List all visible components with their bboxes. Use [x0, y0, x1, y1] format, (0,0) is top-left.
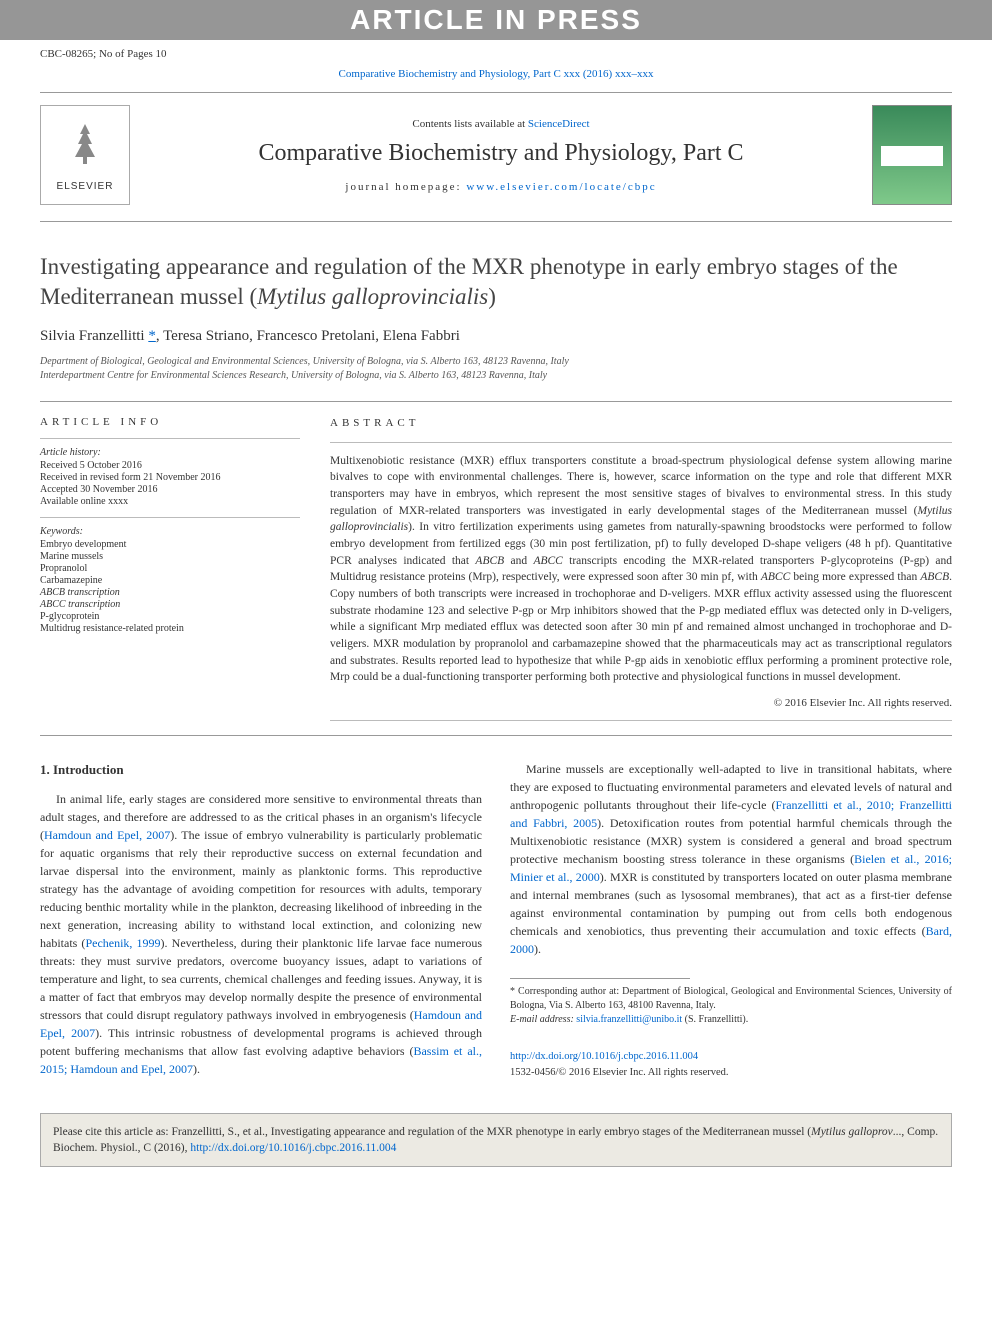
doi-link[interactable]: http://dx.doi.org/10.1016/j.cbpc.2016.11… — [510, 1051, 698, 1062]
abstract-copyright: © 2016 Elsevier Inc. All rights reserved… — [330, 696, 952, 712]
keyword: Multidrug resistance-related protein — [40, 623, 300, 634]
info-abstract-row: ARTICLE INFO Article history: Received 5… — [40, 401, 952, 721]
history-line: Received 5 October 2016 — [40, 460, 300, 471]
doi-block: http://dx.doi.org/10.1016/j.cbpc.2016.11… — [510, 1049, 952, 1081]
divider — [330, 720, 952, 721]
article-info-label: ARTICLE INFO — [40, 416, 300, 428]
divider — [40, 517, 300, 518]
article-body: Investigating appearance and regulation … — [0, 228, 992, 1099]
divider — [330, 442, 952, 443]
author: Silvia Franzellitti * — [40, 328, 156, 344]
citation-link[interactable]: Hamdoun and Epel, 2007 — [44, 828, 170, 842]
history-line: Available online xxxx — [40, 496, 300, 507]
journal-ref-link[interactable]: Comparative Biochemistry and Physiology,… — [339, 68, 654, 80]
citation-box: Please cite this article as: Franzellitt… — [40, 1113, 952, 1167]
article-in-press-banner: ARTICLE IN PRESS — [0, 0, 992, 40]
footnote-separator — [510, 978, 690, 979]
journal-cover-thumbnail — [872, 105, 952, 205]
contents-prefix: Contents lists available at — [412, 118, 527, 130]
abstract-column: ABSTRACT Multixenobiotic resistance (MXR… — [330, 416, 952, 721]
author: Elena Fabbri — [383, 328, 460, 344]
article-title: Investigating appearance and regulation … — [40, 252, 952, 312]
keyword: P-glycoprotein — [40, 611, 300, 622]
section-heading-introduction: 1. Introduction — [40, 760, 482, 780]
journal-center-block: Contents lists available at ScienceDirec… — [144, 118, 858, 193]
keyword: Carbamazepine — [40, 575, 300, 586]
abstract-text: Multixenobiotic resistance (MXR) efflux … — [330, 453, 952, 686]
text: ). The issue of embryo vulnerability is … — [40, 828, 482, 950]
author: Teresa Striano — [163, 328, 249, 344]
elsevier-logo: ELSEVIER — [40, 105, 130, 205]
keyword: Marine mussels — [40, 551, 300, 562]
elsevier-name: ELSEVIER — [57, 181, 114, 192]
elsevier-tree-icon — [60, 119, 110, 177]
intro-paragraph: Marine mussels are exceptionally well-ad… — [510, 760, 952, 958]
contents-available-line: Contents lists available at ScienceDirec… — [144, 118, 858, 130]
divider — [40, 92, 952, 93]
keyword: Propranolol — [40, 563, 300, 574]
corresponding-author-footnote: * Corresponding author at: Department of… — [510, 985, 952, 1027]
sciencedirect-link[interactable]: ScienceDirect — [528, 118, 590, 130]
divider — [40, 438, 300, 439]
journal-name: Comparative Biochemistry and Physiology,… — [144, 140, 858, 167]
author-list: Silvia Franzellitti *, Teresa Striano, F… — [40, 328, 952, 345]
affiliation: Interdepartment Centre for Environmental… — [40, 369, 952, 383]
citation-prefix: Please cite this article as: Franzellitt… — [53, 1126, 811, 1138]
abstract-label: ABSTRACT — [330, 416, 952, 432]
email-suffix: (S. Franzellitti). — [682, 1014, 748, 1025]
affiliations: Department of Biological, Geological and… — [40, 355, 952, 383]
divider — [40, 221, 952, 222]
journal-reference-line: Comparative Biochemistry and Physiology,… — [0, 62, 992, 86]
journal-banner: ELSEVIER Contents lists available at Sci… — [0, 99, 992, 215]
keywords-label: Keywords: — [40, 526, 300, 537]
text: ). — [193, 1062, 200, 1076]
journal-homepage-link[interactable]: www.elsevier.com/locate/cbpc — [466, 181, 656, 193]
keyword: ABCB transcription — [40, 587, 300, 598]
manuscript-id: CBC-08265; No of Pages 10 — [40, 48, 167, 60]
divider — [40, 735, 952, 736]
issn-copyright: 1532-0456/© 2016 Elsevier Inc. All right… — [510, 1067, 729, 1078]
keyword: Embryo development — [40, 539, 300, 550]
article-info-column: ARTICLE INFO Article history: Received 5… — [40, 416, 300, 721]
footnote-text: * Corresponding author at: Department of… — [510, 985, 952, 1013]
article-history-label: Article history: — [40, 447, 300, 458]
email-label: E-mail address: — [510, 1014, 576, 1025]
author-email-link[interactable]: silvia.franzellitti@unibo.it — [576, 1014, 682, 1025]
affiliation: Department of Biological, Geological and… — [40, 355, 952, 369]
homepage-prefix: journal homepage: — [345, 181, 466, 193]
history-line: Received in revised form 21 November 201… — [40, 472, 300, 483]
citation-link[interactable]: Pechenik, 1999 — [85, 936, 160, 950]
citation-doi-link[interactable]: http://dx.doi.org/10.1016/j.cbpc.2016.11… — [190, 1142, 396, 1154]
history-line: Accepted 30 November 2016 — [40, 484, 300, 495]
banner-text: ARTICLE IN PRESS — [350, 4, 642, 35]
journal-homepage-line: journal homepage: www.elsevier.com/locat… — [144, 181, 858, 193]
keyword: ABCC transcription — [40, 599, 300, 610]
author-name: Silvia Franzellitti — [40, 328, 145, 344]
corresponding-author-mark[interactable]: * — [148, 328, 156, 344]
header-meta-row: CBC-08265; No of Pages 10 — [0, 40, 992, 62]
intro-paragraph: In animal life, early stages are conside… — [40, 790, 482, 1078]
author: Francesco Pretolani — [257, 328, 376, 344]
citation-italic: Mytilus galloprov — [811, 1126, 893, 1138]
text: ). — [534, 942, 541, 956]
footnote-email-line: E-mail address: silvia.franzellitti@unib… — [510, 1013, 952, 1027]
two-column-body: 1. Introduction In animal life, early st… — [40, 760, 952, 1083]
